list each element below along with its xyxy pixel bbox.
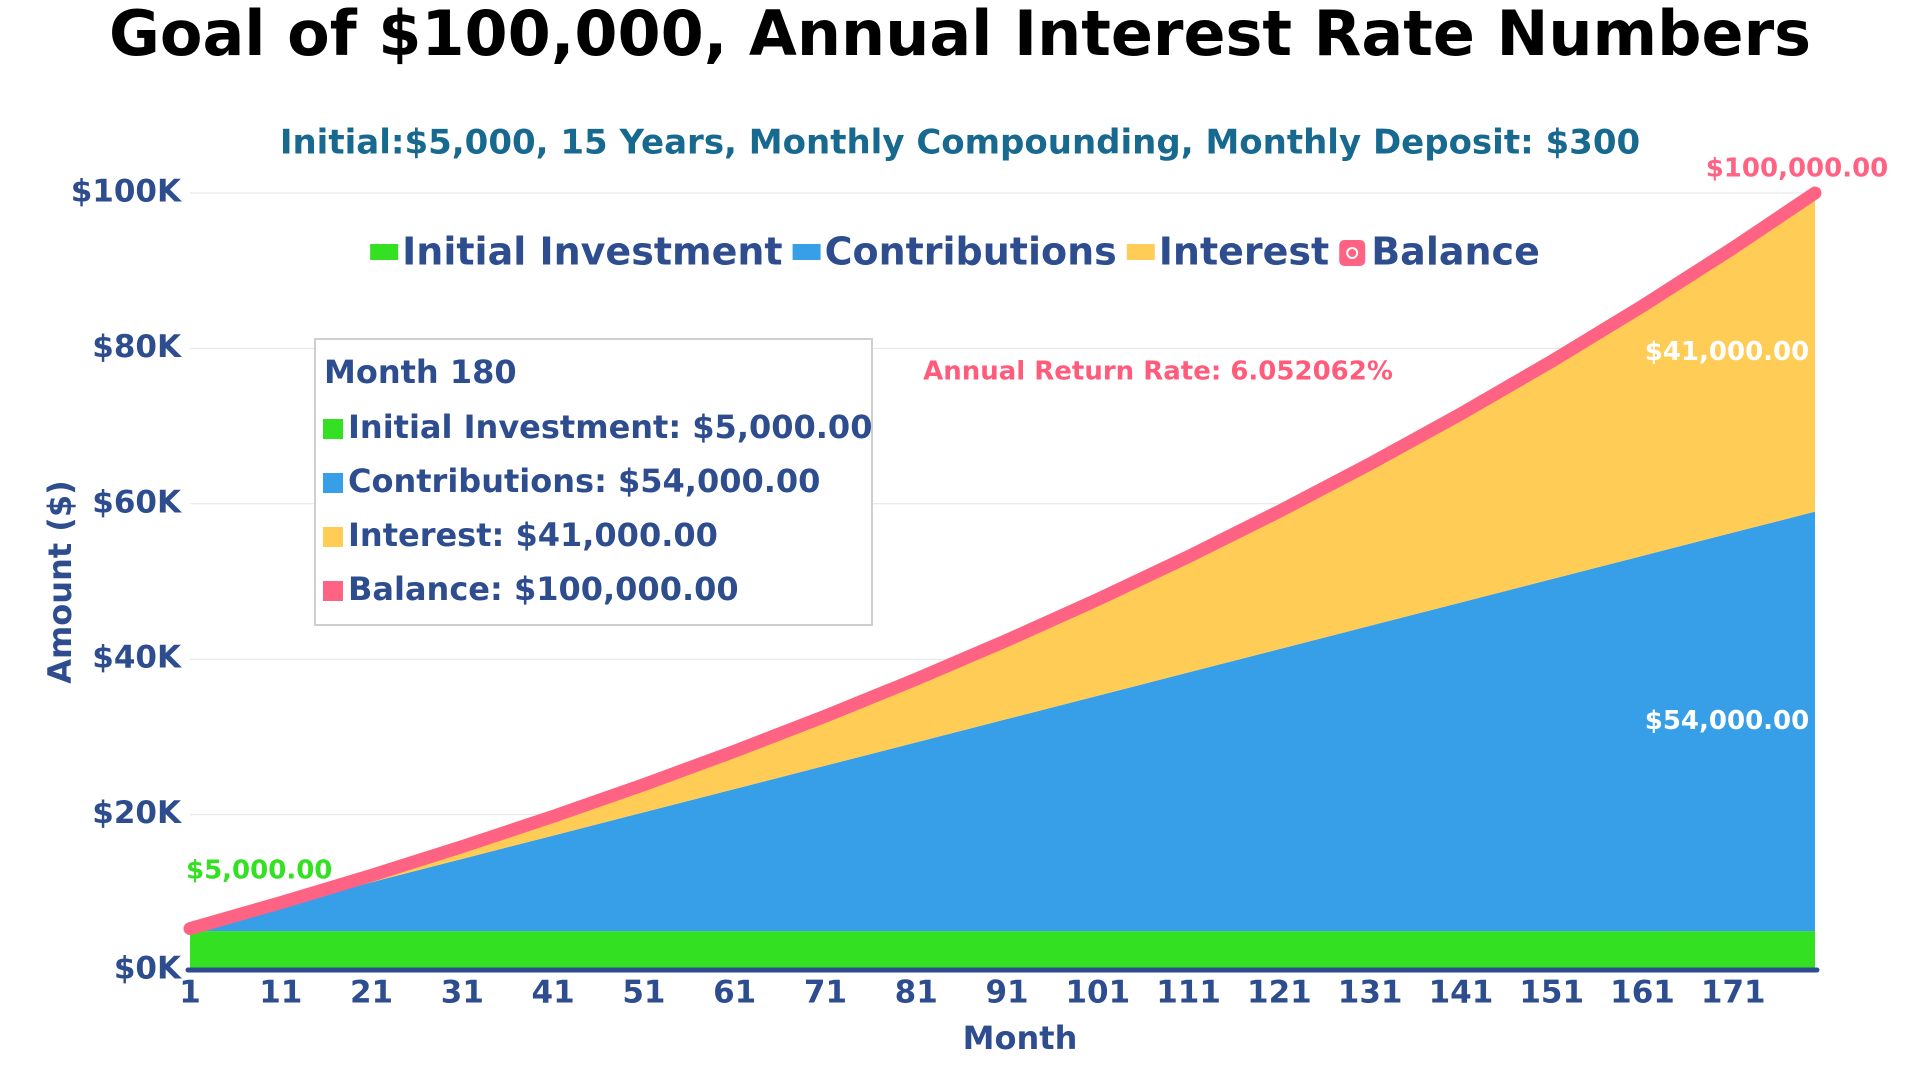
tooltip-box <box>314 338 873 626</box>
x-tick-label: 51 <box>622 975 665 1011</box>
x-tick-label: 31 <box>441 975 484 1011</box>
data-label: $54,000.00 <box>1645 706 1809 736</box>
x-tick-label: 161 <box>1610 975 1675 1011</box>
x-tick-label: 11 <box>259 975 302 1011</box>
legend-swatch <box>1126 244 1155 260</box>
y-axis-title: Amount ($) <box>41 480 79 684</box>
tooltip-swatch <box>323 419 343 439</box>
legend-label: Balance <box>1371 230 1540 274</box>
tooltip-item: Contributions: $54,000.00 <box>348 462 820 500</box>
line <box>183 186 1822 936</box>
x-tick-label: 101 <box>1065 975 1130 1011</box>
x-tick-label: 41 <box>532 975 575 1011</box>
legend-swatch <box>1339 240 1366 266</box>
legend-label: Initial Investment <box>402 230 782 274</box>
y-tick-label: $20K <box>92 795 182 831</box>
tooltip-title: Month 180 <box>324 353 517 391</box>
data-label: $41,000.00 <box>1645 337 1809 367</box>
x-tick-label: 141 <box>1429 975 1494 1011</box>
legend-label: Contributions <box>825 230 1117 274</box>
x-tick-label: 1 <box>179 975 201 1011</box>
y-tick-label: $100K <box>71 174 182 210</box>
y-tick-label: $60K <box>92 484 182 520</box>
data-label: $5,000.00 <box>1654 935 1800 965</box>
area <box>190 931 1815 970</box>
tooltip: Month 180 Initial Investment: $5,000.00 Co… <box>314 338 873 626</box>
legend-swatch-dot <box>1346 247 1359 259</box>
tooltip-swatch <box>323 527 343 547</box>
area <box>190 193 1815 929</box>
legend-label: Interest <box>1159 230 1329 274</box>
x-tick-label: 121 <box>1247 975 1312 1011</box>
chart-title: Goal of $100,000, Annual Interest Rate N… <box>109 0 1811 70</box>
x-tick-label: 111 <box>1156 975 1221 1011</box>
data-label: $5,000.00 <box>186 856 332 886</box>
tooltip-item: Interest: $41,000.00 <box>348 516 718 554</box>
legend-swatch <box>792 244 821 260</box>
legend: Initial Investment Contributions Interest B… <box>370 230 1540 274</box>
tooltip-swatch <box>323 581 343 601</box>
x-tick-label: 21 <box>350 975 393 1011</box>
x-tick-label: 151 <box>1519 975 1584 1011</box>
legend-swatch <box>370 244 399 260</box>
area <box>190 511 1815 932</box>
x-axis-title: Month <box>963 1019 1078 1057</box>
tooltip-item: Balance: $100,000.00 <box>348 570 739 608</box>
x-tick-label: 131 <box>1338 975 1403 1011</box>
tooltip-item: Initial Investment: $5,000.00 <box>348 408 872 446</box>
x-tick-label: 71 <box>804 975 847 1011</box>
tooltip-swatch <box>323 473 343 493</box>
x-tick-label: 171 <box>1701 975 1766 1011</box>
y-tick-label: $80K <box>92 329 182 365</box>
x-tick-label: 91 <box>985 975 1028 1011</box>
annotation: Annual Return Rate: 6.052062% <box>923 357 1393 387</box>
y-tick-label: $40K <box>92 640 182 676</box>
x-tick-label: 61 <box>713 975 756 1011</box>
data-label: $100,000.00 <box>1706 154 1889 184</box>
x-tick-label: 81 <box>895 975 938 1011</box>
y-tick-label: $0K <box>114 951 182 987</box>
chart-subtitle: Initial:$5,000, 15 Years, Monthly Compou… <box>280 123 1640 163</box>
